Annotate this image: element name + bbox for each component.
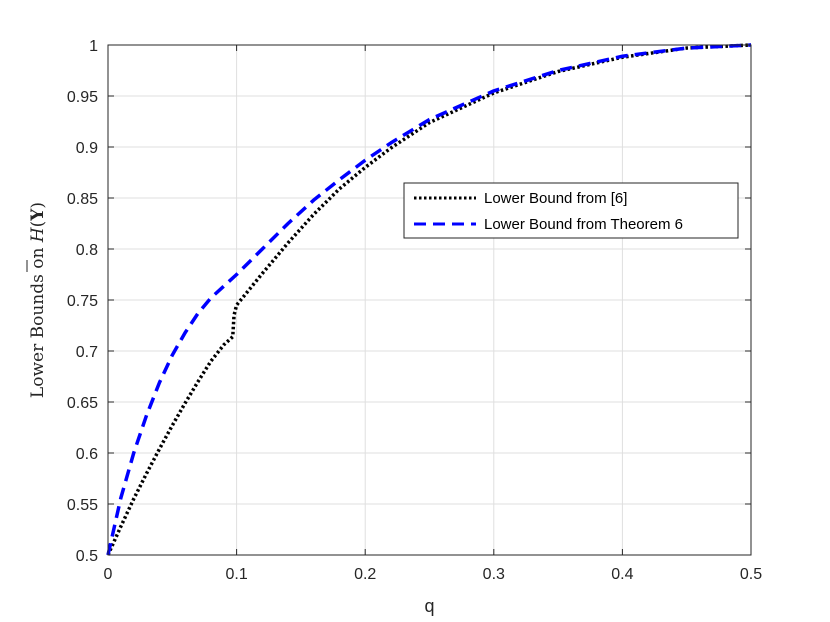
y-tick-label: 0.85	[67, 191, 98, 208]
x-tick-label: 0	[104, 566, 113, 583]
x-tick-label: 0.4	[611, 566, 633, 583]
tick-labels: 0 0.1 0.2 0.3 0.4 0.5 0.5 0.55 0.6 0.65 0.7 0.75 0.8…	[67, 38, 762, 583]
legend-label-series-2: Lower Bound from Theorem 6	[484, 216, 683, 233]
y-tick-label: 0.55	[67, 497, 98, 514]
y-tick-label: 0.6	[76, 446, 98, 463]
y-axis-label-text: Lower Bounds on	[28, 242, 48, 398]
axis-ticks	[107, 44, 752, 556]
y-tick-label: 1	[89, 38, 98, 55]
legend-label-series-1: Lower Bound from [6]	[484, 190, 627, 207]
svg-text:Lower Bounds on H(Y): Lower Bounds on H(Y)	[28, 202, 48, 398]
x-tick-label: 0.5	[740, 566, 762, 583]
y-tick-label: 0.8	[76, 242, 98, 259]
y-tick-label: 0.9	[76, 140, 98, 157]
series-lines	[106, 43, 752, 556]
x-tick-label: 0.1	[225, 566, 247, 583]
x-tick-label: 0.3	[483, 566, 505, 583]
x-tick-label: 0.2	[354, 566, 376, 583]
y-tick-label: 0.75	[67, 293, 98, 310]
y-tick-label: 0.65	[67, 395, 98, 412]
y-axis-label: Lower Bounds on H(Y)	[26, 202, 48, 398]
y-axis-label-symbol: H	[28, 226, 48, 243]
y-tick-label: 0.95	[67, 89, 98, 106]
legend: Lower Bound from [6] Lower Bound from Th…	[403, 182, 739, 239]
y-tick-label: 0.7	[76, 344, 98, 361]
y-axis-label-arg: Y	[28, 208, 48, 222]
y-axis-label-paren-open: (	[28, 221, 48, 228]
series-line-2	[106, 43, 752, 556]
legend-box	[403, 182, 739, 239]
y-tick-label: 0.5	[76, 548, 98, 565]
y-axis-label-paren-close: )	[28, 202, 48, 209]
x-axis-label: q	[424, 596, 434, 616]
